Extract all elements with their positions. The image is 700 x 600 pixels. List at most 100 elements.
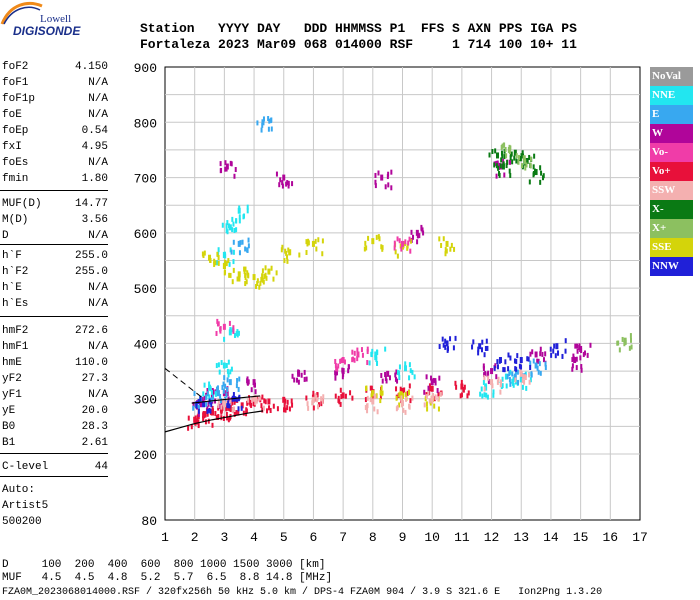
echo-mark: [235, 218, 238, 224]
data-point-nne: [519, 376, 523, 383]
param-value: N/A: [88, 77, 108, 89]
data-point-e: [216, 390, 220, 397]
echo-mark: [187, 425, 190, 431]
echo-mark: [467, 390, 470, 396]
echo-mark: [260, 403, 263, 409]
echo-mark: [388, 375, 391, 381]
echo-mark: [487, 375, 490, 381]
echo-mark: [521, 377, 524, 383]
echo-mark: [226, 220, 229, 226]
echo-mark: [503, 367, 506, 373]
echo-mark: [434, 380, 437, 386]
data-point-x: [522, 155, 526, 162]
echo-mark: [227, 405, 230, 411]
echo-mark: [221, 405, 224, 411]
echo-mark: [481, 393, 484, 399]
echo-mark: [291, 373, 294, 379]
echo-mark: [305, 376, 308, 382]
echo-mark: [238, 214, 241, 220]
echo-mark: [211, 405, 214, 411]
echo-mark: [444, 251, 447, 257]
echo-mark: [416, 233, 419, 239]
echo-mark: [196, 414, 199, 420]
echo-mark: [398, 402, 401, 408]
echo-mark: [249, 399, 252, 405]
echo-mark: [365, 403, 368, 409]
echo-mark: [190, 424, 193, 430]
echo-mark: [628, 345, 631, 351]
legend-item-w: W: [650, 124, 693, 143]
echo-mark: [509, 155, 512, 161]
echo-mark: [265, 408, 268, 414]
echo-mark: [217, 402, 220, 408]
echo-mark: [395, 406, 398, 412]
data-point-e: [513, 373, 517, 380]
echo-mark: [502, 158, 505, 164]
echo-mark: [211, 397, 214, 403]
echo-mark: [349, 390, 352, 396]
data-point-vo: [282, 396, 286, 403]
echo-mark: [256, 281, 259, 287]
echo-mark: [203, 250, 206, 256]
param-name: hmE: [2, 357, 22, 369]
echo-mark: [286, 254, 289, 260]
echo-mark: [366, 360, 369, 366]
echo-mark: [260, 276, 263, 282]
echo-mark: [575, 365, 578, 371]
echo-mark: [210, 402, 213, 408]
echo-mark: [241, 239, 244, 245]
data-point-w: [225, 163, 229, 170]
param-name: M(D): [2, 214, 29, 226]
echo-mark: [525, 162, 528, 168]
param-value: 2.61: [81, 437, 108, 449]
echo-mark: [339, 401, 342, 407]
echo-mark: [387, 171, 390, 177]
echo-mark: [213, 261, 216, 267]
data-point-w: [490, 368, 494, 375]
echo-mark: [321, 238, 324, 244]
echo-mark: [408, 403, 411, 409]
echo-mark: [499, 163, 502, 169]
echo-mark: [207, 418, 210, 424]
echo-mark: [234, 167, 237, 173]
echo-mark: [520, 163, 523, 169]
echo-mark: [231, 407, 234, 413]
echo-mark: [281, 244, 284, 250]
echo-mark: [501, 143, 504, 149]
echo-mark: [254, 389, 257, 395]
echo-mark: [336, 366, 339, 372]
y-tick-label: 500: [134, 282, 157, 297]
echo-mark: [485, 338, 488, 344]
echo-mark: [544, 365, 547, 371]
echo-mark: [236, 378, 239, 384]
echo-mark: [484, 370, 487, 376]
echo-mark: [219, 328, 222, 334]
echo-mark: [379, 394, 382, 400]
param-value: N/A: [88, 230, 108, 242]
echo-mark: [251, 397, 254, 403]
x-tick-label: 7: [339, 530, 347, 545]
x-tick-label: 4: [250, 530, 258, 545]
echo-mark: [228, 403, 231, 409]
echo-mark: [385, 378, 388, 384]
echo-mark: [231, 279, 234, 285]
param-value: N/A: [88, 298, 108, 310]
param-value: N/A: [88, 109, 108, 121]
echo-mark: [518, 363, 521, 369]
echo-mark: [219, 393, 222, 399]
echo-mark: [396, 378, 399, 384]
echo-mark: [223, 251, 226, 257]
echo-mark: [553, 343, 556, 349]
echo-mark: [428, 398, 431, 404]
param-value: 255.0: [74, 266, 108, 278]
echo-mark: [219, 398, 222, 404]
legend-item-sse: SSE: [650, 238, 693, 257]
data-point-nne: [237, 207, 241, 214]
echo-mark: [267, 116, 270, 122]
param-name: C-level: [2, 461, 49, 473]
logo-lowell-text: Lowell: [40, 13, 72, 25]
echo-mark: [222, 415, 225, 421]
echo-mark: [483, 372, 486, 378]
echo-mark: [337, 363, 340, 369]
param-clevel: C-level 44: [2, 459, 108, 475]
